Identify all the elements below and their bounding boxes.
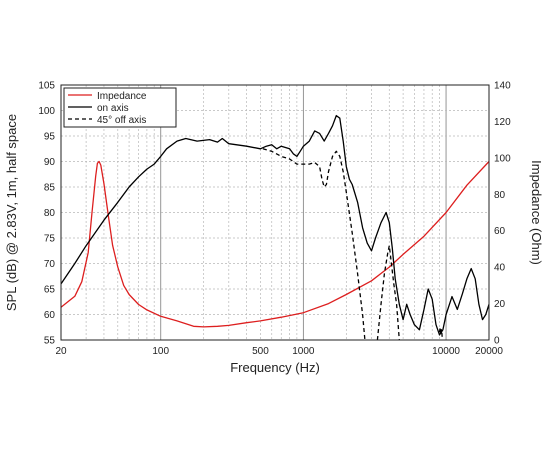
x-tick-label: 1000 <box>292 346 315 357</box>
series-line-45-off-axis <box>376 245 400 341</box>
y2-tick-label: 60 <box>494 226 506 237</box>
series-line-45-off-axis <box>438 326 443 338</box>
y-tick-label: 100 <box>38 106 55 117</box>
y2-tick-labels: 0 20 40 60 80 100 120 140 <box>494 81 511 347</box>
x-tick-labels: 20 100 500 1000 10000 20000 <box>55 346 503 357</box>
x-tick-label: 500 <box>252 346 269 357</box>
x-tick-label: 20000 <box>475 346 503 357</box>
y-tick-label: 60 <box>44 310 56 321</box>
series-line-impedance <box>60 160 490 328</box>
y-tick-label: 80 <box>44 208 56 219</box>
x-tick-label: 100 <box>152 346 169 357</box>
series-lines <box>60 114 490 341</box>
y-tick-label: 70 <box>44 259 56 270</box>
y2-tick-label: 80 <box>494 190 506 201</box>
y2-tick-label: 120 <box>494 117 511 128</box>
y-tick-label: 90 <box>44 157 56 168</box>
y2-tick-label: 40 <box>494 263 506 274</box>
y2-tick-label: 140 <box>494 81 511 92</box>
series-line-on-axis <box>60 114 490 336</box>
y-tick-label: 85 <box>44 183 56 194</box>
legend-label-45-off-axis: 45° off axis <box>97 115 146 126</box>
x-tick-label: 20 <box>55 346 67 357</box>
y-axis-label: SPL (dB) @ 2.83V, 1m, half space <box>4 114 19 311</box>
y-tick-label: 75 <box>44 234 56 245</box>
legend: Impedance on axis 45° off axis <box>63 87 177 128</box>
legend-label-impedance: Impedance <box>97 91 147 102</box>
y2-tick-label: 20 <box>494 299 506 310</box>
x-axis-label: Frequency (Hz) <box>230 360 320 375</box>
x-tick-label: 10000 <box>432 346 460 357</box>
y-tick-label: 65 <box>44 285 56 296</box>
plot-frame <box>60 84 490 341</box>
y-tick-label: 95 <box>44 132 56 143</box>
y2-axis-label: Impedance (Ohm) <box>529 160 544 265</box>
series-line-45-off-axis <box>262 148 366 341</box>
y-tick-label: 55 <box>44 336 56 347</box>
y2-tick-label: 0 <box>494 336 500 347</box>
legend-label-on-axis: on axis <box>97 103 129 114</box>
y-tick-label: 105 <box>38 81 55 92</box>
y2-tick-label: 100 <box>494 153 511 164</box>
y-tick-labels: 55 60 65 70 75 80 85 90 95 100 105 <box>38 81 55 347</box>
